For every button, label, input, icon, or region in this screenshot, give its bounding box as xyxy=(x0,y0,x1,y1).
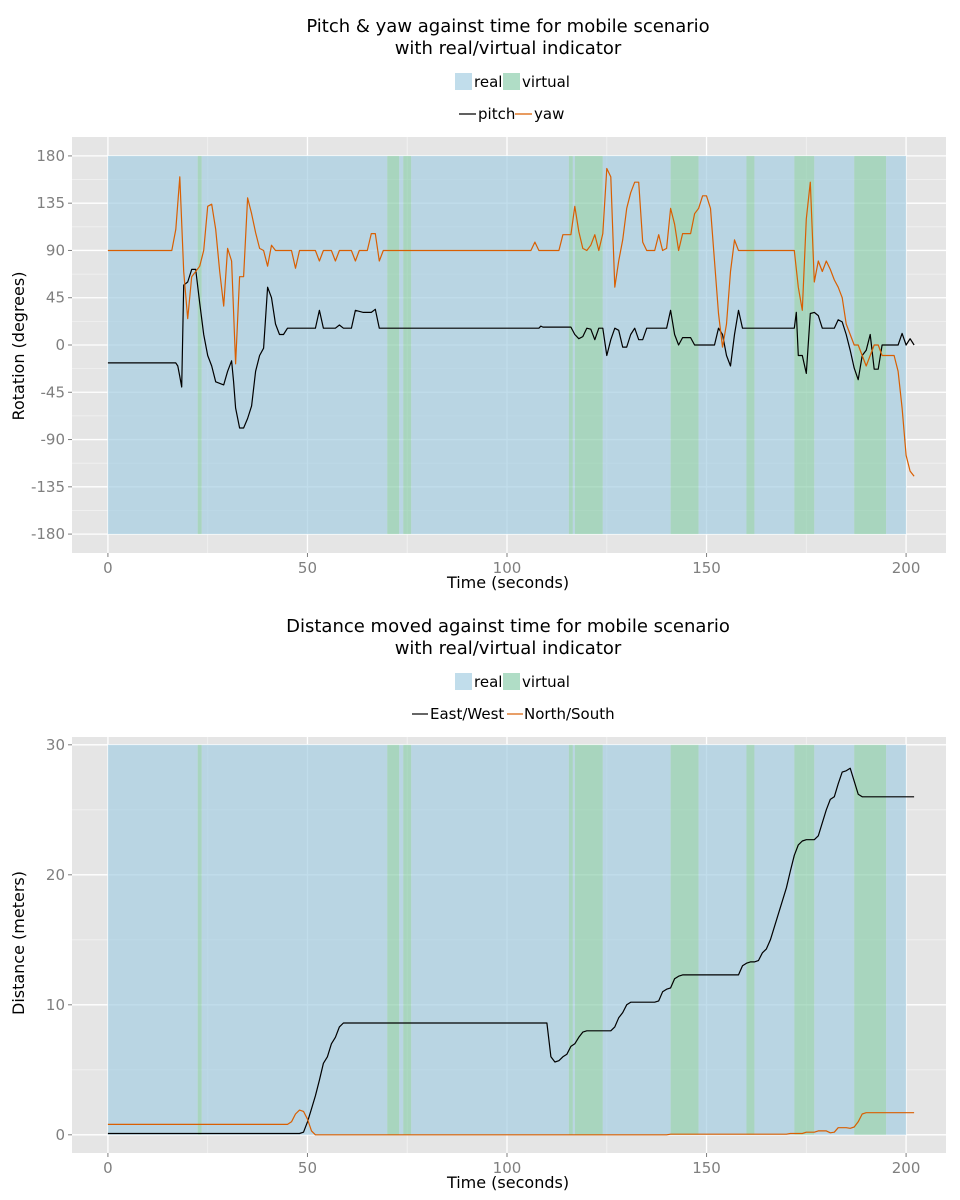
series-line-pitch xyxy=(107,268,915,429)
virtual-band xyxy=(746,155,755,535)
y-tick-label: 20 xyxy=(46,866,65,884)
x-tick-label: 200 xyxy=(892,1159,921,1177)
legend-swatch-real xyxy=(455,673,472,690)
real-band xyxy=(572,155,575,535)
y-tick-label: -135 xyxy=(31,478,65,496)
x-tick-label: 150 xyxy=(692,1159,721,1177)
x-tick-label: 200 xyxy=(892,559,921,577)
virtual-band xyxy=(568,155,573,535)
real-band xyxy=(698,744,747,1135)
chart-title-line2: with real/virtual indicator xyxy=(395,638,622,659)
y-tick-label: 45 xyxy=(46,289,65,307)
y-tick-label: 135 xyxy=(36,194,65,212)
real-band xyxy=(886,744,907,1135)
x-axis-title: Time (seconds) xyxy=(446,573,569,592)
y-tick-label: 90 xyxy=(46,241,65,259)
virtual-band xyxy=(574,155,603,535)
virtual-band xyxy=(794,744,815,1135)
pitch-yaw-chart: Pitch & yaw against time for mobile scen… xyxy=(9,16,946,592)
y-tick-label: 10 xyxy=(46,996,65,1014)
plot-area: 0 10 20 30 0 50 100 150 200 xyxy=(46,736,946,1177)
plot-area: -180 -135 -90 -45 0 45 90 135 180 0 50 100 150 200 xyxy=(31,137,946,577)
y-tick-label: 180 xyxy=(36,147,65,165)
series-line-east-west xyxy=(107,767,915,1135)
real-band xyxy=(814,155,855,535)
legend-swatch-real xyxy=(455,73,472,90)
real-band xyxy=(602,155,671,535)
y-tick-label: 0 xyxy=(55,1126,65,1144)
x-tick-label: 0 xyxy=(103,1159,113,1177)
virtual-band xyxy=(746,744,755,1135)
real-band xyxy=(411,744,569,1135)
distance-chart: Distance moved against time for mobile s… xyxy=(9,616,946,1192)
series-line-north-south xyxy=(107,1109,915,1136)
real-band xyxy=(399,744,404,1135)
x-tick-label: 100 xyxy=(493,1159,522,1177)
line-legend: pitch yaw xyxy=(459,105,564,123)
chart-title-line2: with real/virtual indicator xyxy=(395,38,622,59)
y-tick-label: -90 xyxy=(41,431,66,449)
real-band xyxy=(107,155,198,535)
line-legend: East/West North/South xyxy=(412,705,615,723)
virtual-band xyxy=(854,155,887,535)
virtual-band xyxy=(197,155,202,535)
chart-title-line1: Pitch & yaw against time for mobile scen… xyxy=(306,16,709,37)
fill-legend: real virtual xyxy=(455,673,570,691)
legend-label-north-south: North/South xyxy=(524,705,615,723)
x-tick-label: 50 xyxy=(298,559,317,577)
virtual-band xyxy=(854,744,887,1135)
legend-label-real: real xyxy=(474,73,502,91)
y-axis-title: Rotation (degrees) xyxy=(9,272,28,421)
real-band xyxy=(201,155,388,535)
virtual-band xyxy=(568,744,573,1135)
virtual-band xyxy=(387,155,400,535)
legend-label-yaw: yaw xyxy=(534,105,564,123)
virtual-band xyxy=(574,744,603,1135)
x-axis-title: Time (seconds) xyxy=(446,1173,569,1192)
y-tick-label: 30 xyxy=(46,736,65,754)
chart-title-line1: Distance moved against time for mobile s… xyxy=(286,616,730,637)
x-tick-label: 100 xyxy=(493,559,522,577)
real-band xyxy=(572,744,575,1135)
real-band xyxy=(201,744,388,1135)
real-band xyxy=(399,155,404,535)
real-band xyxy=(754,155,795,535)
y-tick-label: 0 xyxy=(55,336,65,354)
legend-label-east-west: East/West xyxy=(430,705,504,723)
virtual-band xyxy=(794,155,815,535)
virtual-band xyxy=(387,744,400,1135)
fill-legend: real virtual xyxy=(455,73,570,91)
legend-label-pitch: pitch xyxy=(478,105,515,123)
real-band xyxy=(754,744,795,1135)
legend-swatch-virtual xyxy=(503,73,520,90)
real-band xyxy=(602,744,671,1135)
series-line-yaw xyxy=(107,167,915,477)
legend-label-virtual: virtual xyxy=(522,673,570,691)
legend-label-virtual: virtual xyxy=(522,73,570,91)
legend-swatch-virtual xyxy=(503,673,520,690)
y-axis-title: Distance (meters) xyxy=(9,871,28,1015)
legend-label-real: real xyxy=(474,673,502,691)
virtual-band xyxy=(403,155,412,535)
x-tick-label: 50 xyxy=(298,1159,317,1177)
y-tick-label: -45 xyxy=(41,383,66,401)
virtual-band xyxy=(197,744,202,1135)
virtual-band xyxy=(403,744,412,1135)
virtual-band xyxy=(670,744,699,1135)
real-band xyxy=(107,744,198,1135)
x-tick-label: 0 xyxy=(103,559,113,577)
y-tick-label: -180 xyxy=(31,525,65,543)
x-tick-label: 150 xyxy=(692,559,721,577)
real-band xyxy=(411,155,569,535)
real-band xyxy=(814,744,855,1135)
